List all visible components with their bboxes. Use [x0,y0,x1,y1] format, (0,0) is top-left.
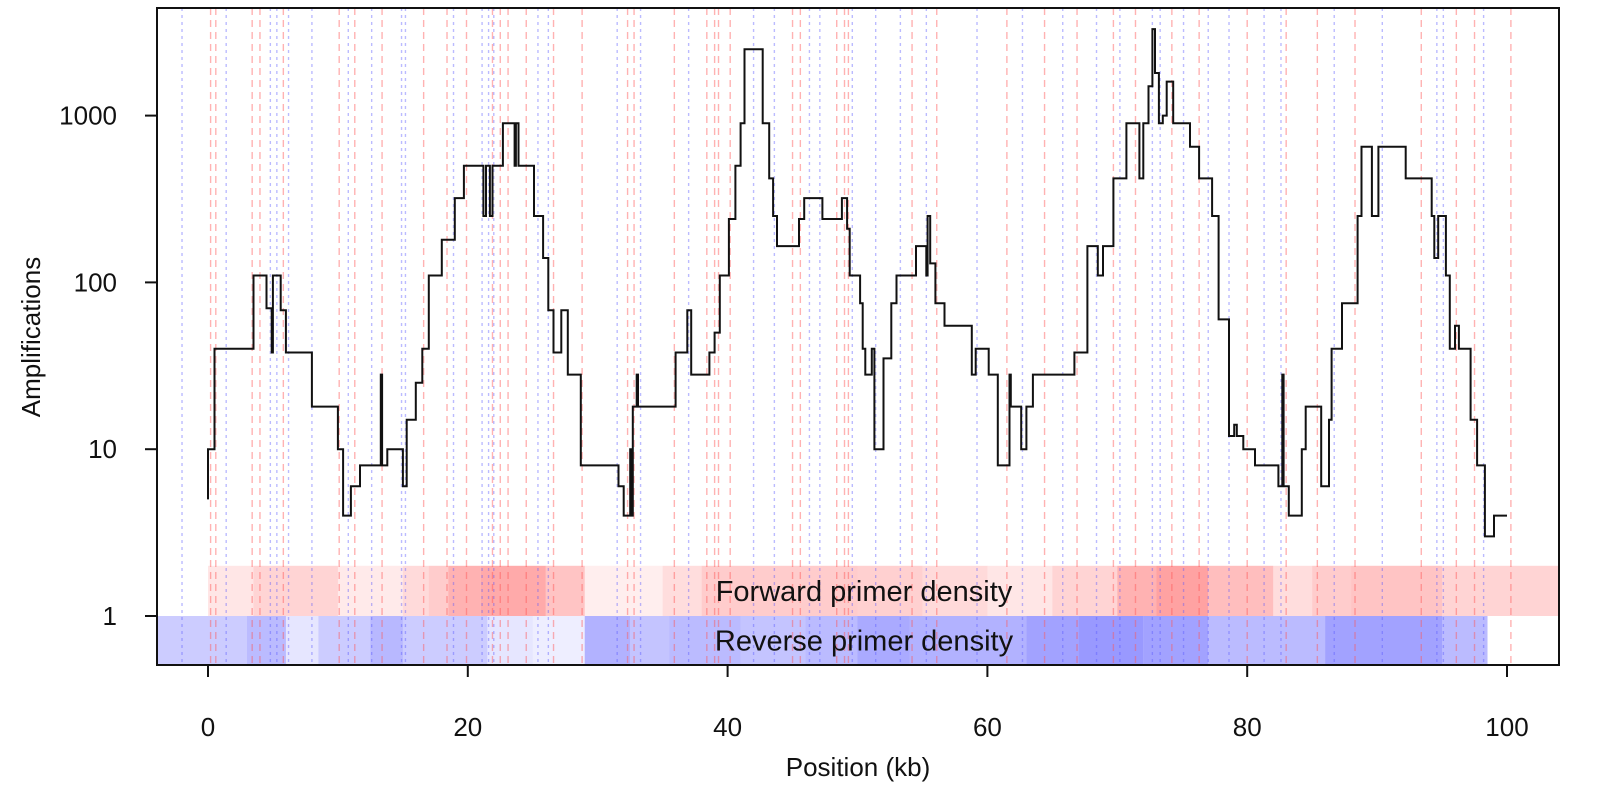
forward-density-label: Forward primer density [716,576,1013,608]
forward-density-segment [857,565,923,616]
forward-density-segment [1273,565,1313,616]
forward-density-segment [337,565,403,616]
forward-density-segment [779,565,858,616]
forward-density-segment [922,565,988,616]
reverse-density-segment [370,616,403,665]
reverse-density-segment [246,616,286,665]
primer-density-bands [157,565,1559,665]
reverse-density-segment [1442,616,1488,665]
reverse-density-segment [1488,616,1559,665]
reverse-density-segment [805,616,858,665]
reverse-density-segment [157,616,247,665]
forward-density-segment [987,565,1053,616]
y-axis-label: Amplifications [16,257,46,417]
reverse-density-segment [402,616,488,665]
forward-density-segment [701,565,780,616]
forward-density-segment [1117,565,1157,616]
forward-density-segment [662,565,702,616]
reverse-density-segment [1208,616,1326,665]
forward-density-segment [402,565,429,616]
reverse-density-segment [1325,616,1443,665]
reverse-density-segment [487,616,533,665]
reverse-density-segment [1078,616,1144,665]
forward-density-segment [448,565,481,616]
forward-density-segment [208,565,254,616]
forward-density-segment [584,565,663,616]
x-tick-label: 100 [1485,712,1528,742]
forward-density-segment [1507,565,1559,616]
reverse-density-segment [857,616,910,665]
y-tick-label: 1 [103,601,117,631]
y-tick-label: 10 [88,434,117,464]
amplification-series [207,28,1507,538]
reverse-density-segment [630,616,670,665]
forward-density-segment [1208,565,1274,616]
reverse-density-segment [909,616,1027,665]
forward-density-segment [1312,565,1352,616]
forward-density-segment [545,565,585,616]
forward-density-segment [1052,565,1118,616]
reverse-density-segment [532,616,585,665]
reverse-density-segment [584,616,631,665]
x-tick-label: 20 [453,712,482,742]
reverse-density-label: Reverse primer density [715,626,1014,658]
reverse-density-segment [1143,616,1209,665]
forward-density-segment [1351,565,1443,616]
y-axis: 1 10 100 1000 [59,101,157,631]
forward-density-segment [1156,565,1209,616]
reverse-density-segment [285,616,319,665]
reverse-density-segment [1026,616,1079,665]
x-tick-label: 0 [201,712,215,742]
y-tick-label: 100 [74,267,117,297]
reverse-density-segment [318,616,371,665]
x-axis: 0 20 40 60 80 100 [201,664,1529,742]
forward-density-segment [1442,565,1507,616]
amplification-line [207,28,1507,538]
x-tick-label: 40 [713,712,742,742]
y-tick-label: 1000 [59,101,117,131]
x-tick-label: 60 [973,712,1002,742]
primer-position-markers [181,8,1512,665]
reverse-density-segment [740,616,806,665]
reverse-density-segment [669,616,741,665]
x-axis-label: Position (kb) [786,752,931,782]
forward-density-segment [480,565,546,616]
forward-density-segment [428,565,449,616]
x-tick-label: 80 [1233,712,1262,742]
forward-density-segment [253,565,338,616]
